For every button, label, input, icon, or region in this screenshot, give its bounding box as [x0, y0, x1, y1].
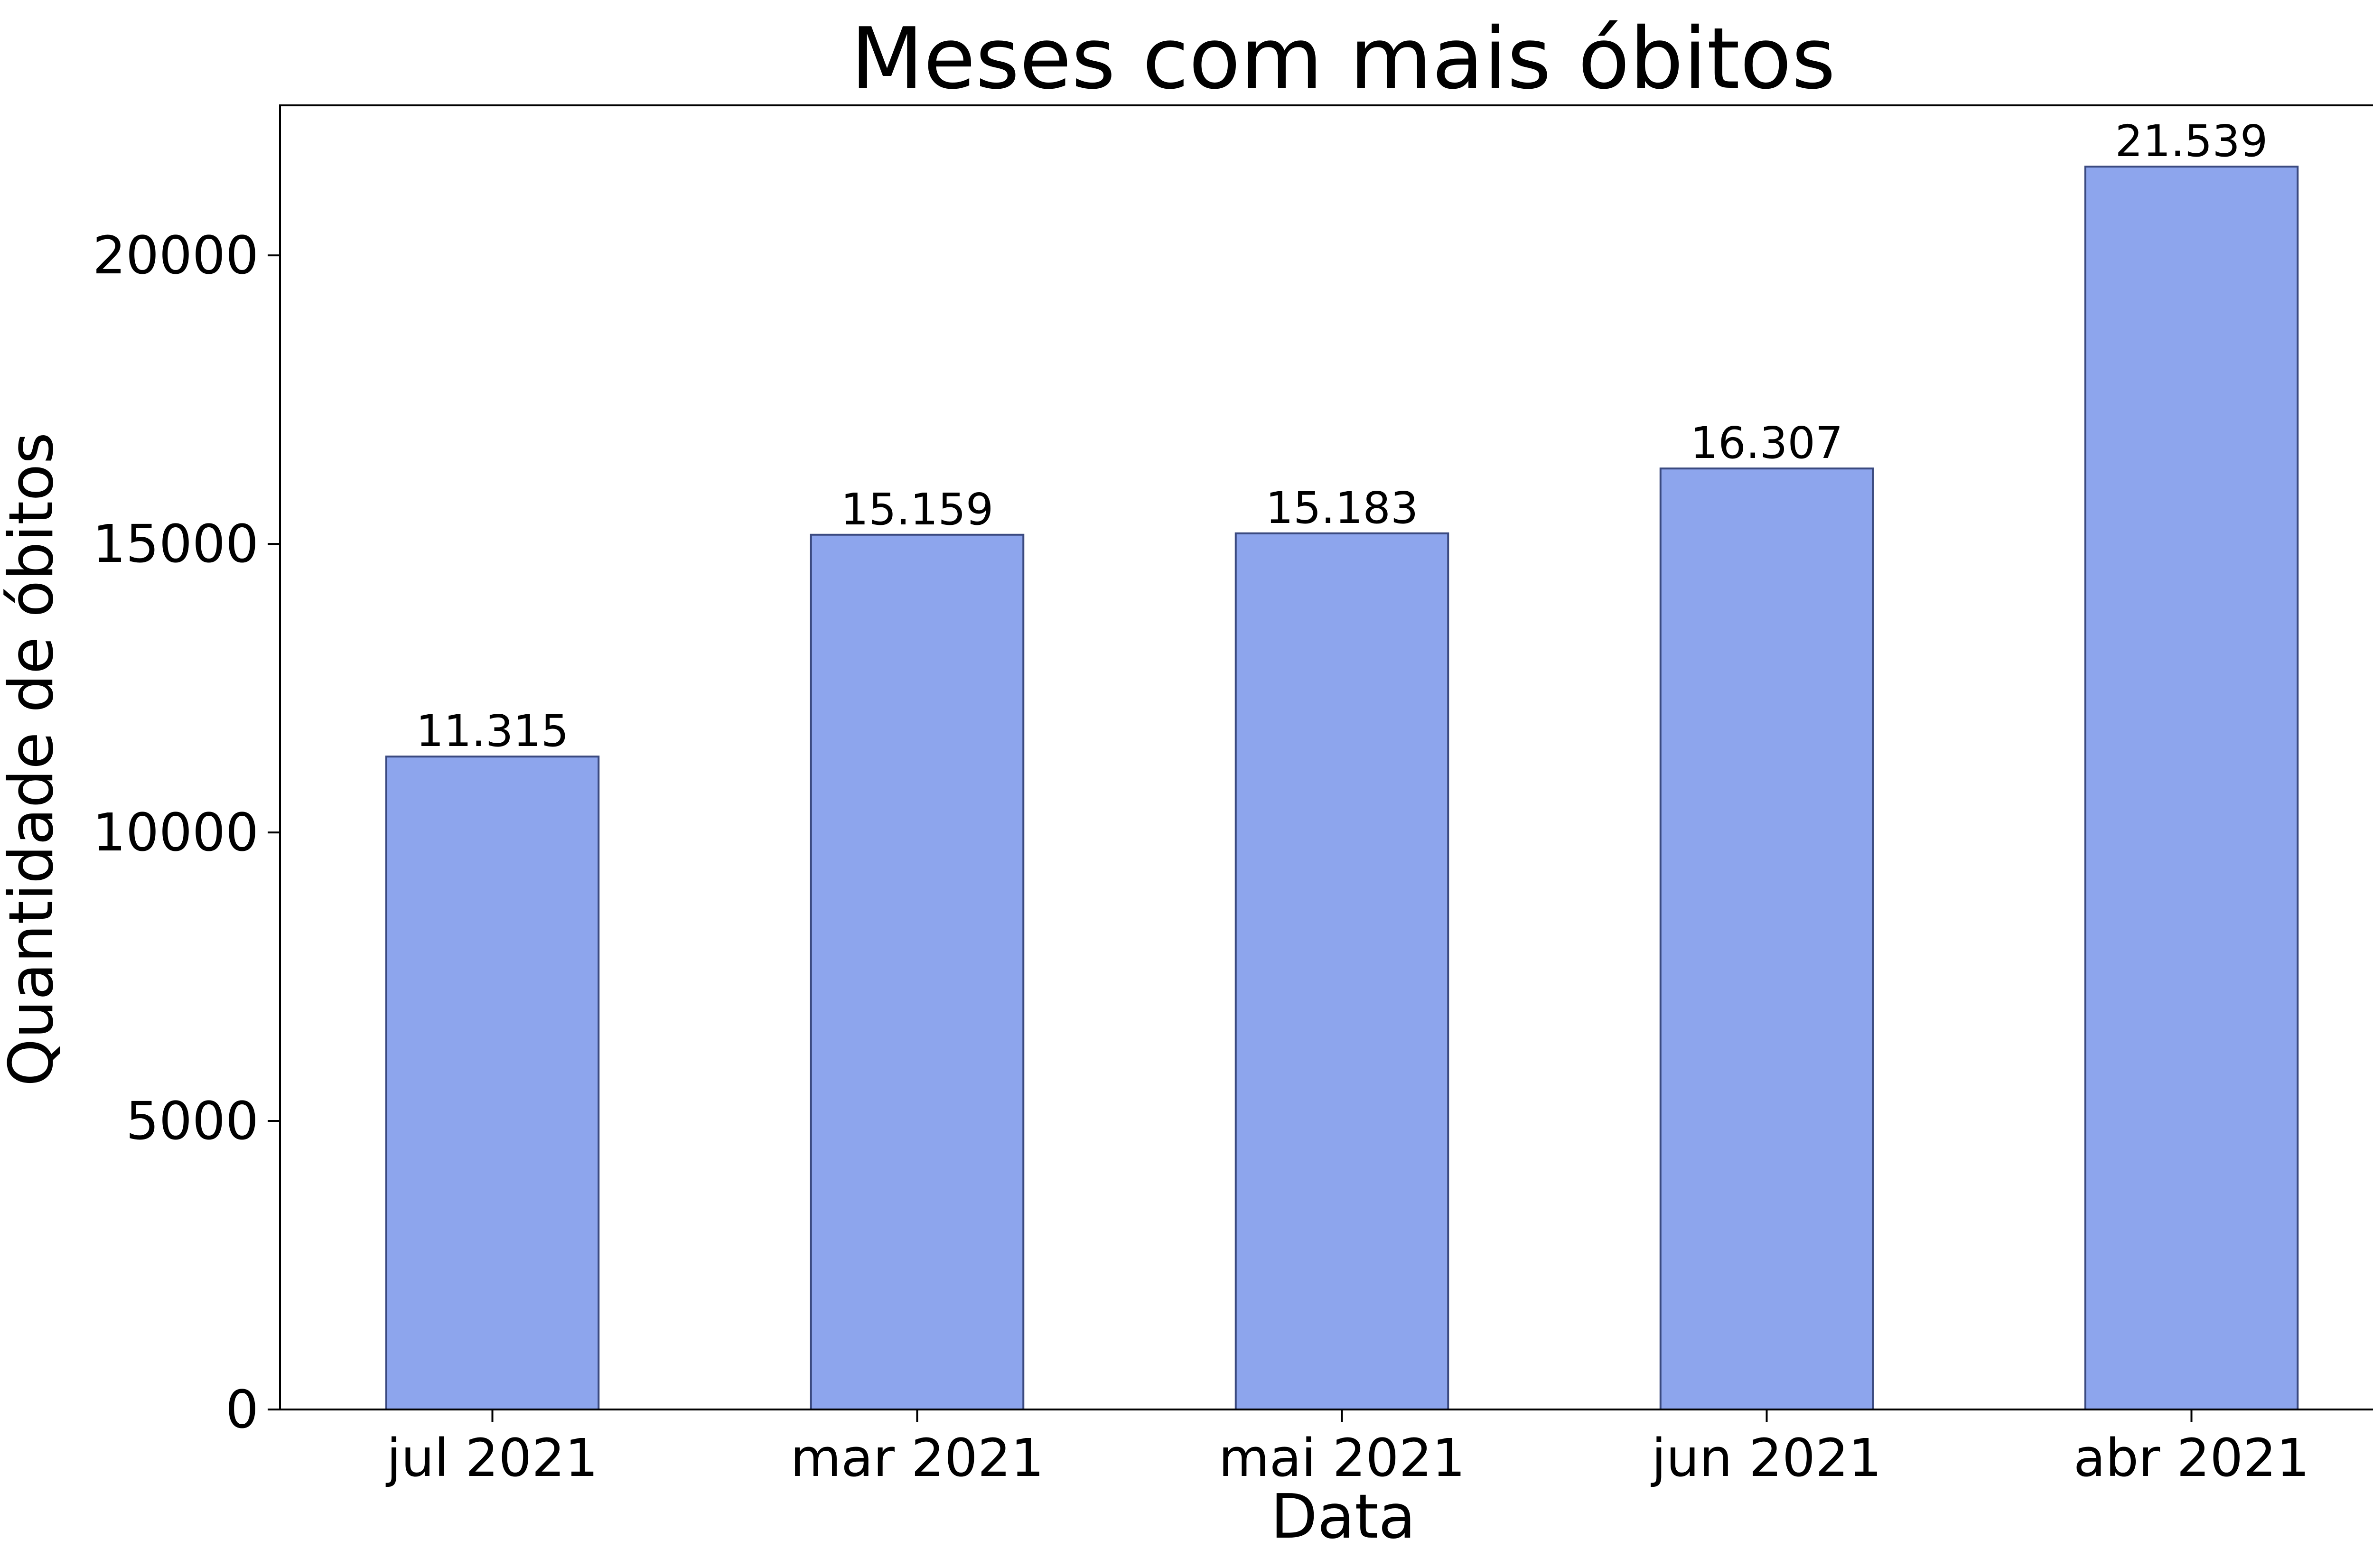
- x-tick-label: mai 2021: [1218, 1428, 1465, 1488]
- y-tick-label: 0: [225, 1379, 259, 1440]
- y-tick-label: 5000: [126, 1091, 259, 1151]
- x-tick-label: mar 2021: [790, 1428, 1044, 1488]
- chart-title: Meses com mais óbitos: [850, 9, 1835, 108]
- plot-area: 11.315 15.159 15.183 16.307 21.539 jul 2021 ma…: [93, 104, 2373, 1488]
- bar: [2084, 166, 2299, 1411]
- bar: [385, 756, 600, 1410]
- x-tick-label: jul 2021: [386, 1428, 598, 1488]
- bar: [1234, 532, 1449, 1410]
- x-tick-label: jun 2021: [1651, 1428, 1882, 1488]
- bar-value-label: 16.307: [1691, 418, 1843, 468]
- y-tick-label: 20000: [93, 225, 259, 286]
- bar-value-label: 15.183: [1266, 483, 1419, 533]
- bar-value-label: 15.159: [841, 484, 994, 535]
- bar-value-label: 21.539: [2115, 116, 2268, 167]
- bar: [810, 533, 1025, 1410]
- x-axis-label: Data: [1271, 1482, 1416, 1552]
- y-tick-label: 10000: [93, 802, 259, 863]
- y-axis-label: Quantidade de óbitos: [0, 432, 67, 1087]
- bar-value-label: 11.315: [416, 706, 569, 756]
- x-tick-label: abr 2021: [2074, 1428, 2309, 1488]
- y-tick-label: 15000: [93, 513, 259, 574]
- bar: [1659, 467, 1874, 1411]
